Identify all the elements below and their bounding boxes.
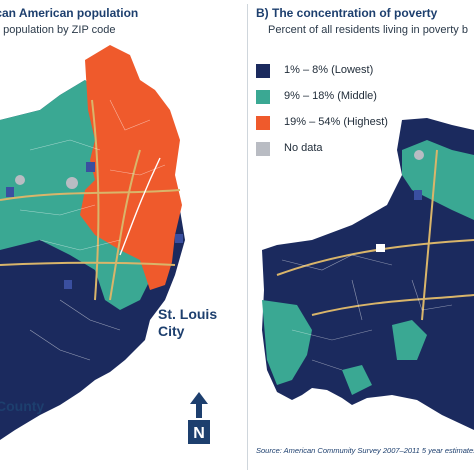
panel-subtitle: n population by ZIP code [0, 24, 116, 36]
city-boundary [119, 157, 161, 256]
map-panel-african-american: ican American population n population by… [0, 6, 218, 444]
district-borders [19, 99, 166, 361]
middle-region [342, 365, 372, 395]
highway-shield [6, 162, 183, 289]
legend-label: 1% – 8% (Lowest) [284, 64, 374, 76]
map-panel-poverty: B) The concentration of poverty Percent … [252, 0, 474, 474]
district-borders [281, 254, 453, 371]
legend-label: No data [284, 142, 323, 154]
north-arrow-icon: N [188, 392, 210, 444]
panel-subtitle: Percent of all residents living in pover… [268, 24, 468, 36]
st-louis-map-a [0, 45, 185, 440]
highway [276, 149, 474, 321]
highway-shield [376, 190, 422, 252]
st-louis-city-label: St. Louis City [158, 306, 218, 339]
middle-region [262, 300, 312, 385]
north-label: N [193, 425, 205, 442]
legend-swatch [256, 64, 270, 78]
legend-swatch [256, 116, 270, 130]
county-label: County [0, 398, 45, 414]
panel-divider [247, 4, 248, 470]
st-louis-map-b [262, 118, 474, 430]
no-data-patch [414, 150, 424, 160]
middle-region [392, 320, 427, 360]
panel-title: ican American population [0, 6, 139, 20]
legend-label: 19% – 54% (Highest) [284, 116, 388, 128]
middle-region [402, 140, 474, 220]
highway [0, 99, 181, 301]
legend-label: 9% – 18% (Middle) [284, 90, 377, 102]
no-data-patch [66, 177, 78, 189]
legend-swatch [256, 142, 270, 156]
panel-title: B) The concentration of poverty [256, 6, 438, 20]
source-note: Source: American Community Survey 2007–2… [256, 446, 474, 455]
no-data-patch [15, 175, 25, 185]
legend-swatch [256, 90, 270, 104]
highest-region [80, 45, 182, 290]
